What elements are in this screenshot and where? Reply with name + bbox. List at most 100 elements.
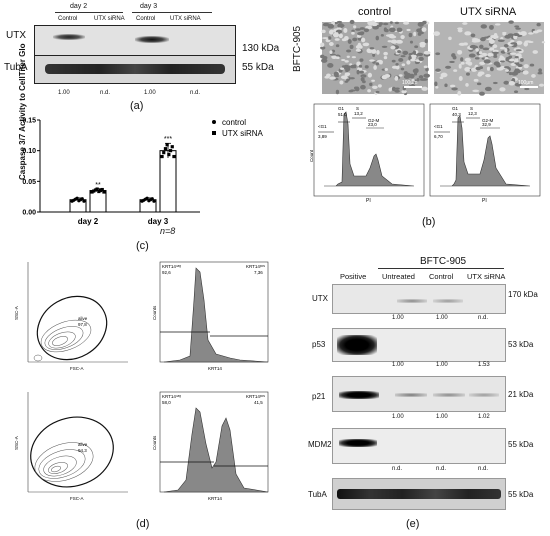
data-point bbox=[102, 190, 106, 194]
col-header: Untreated bbox=[382, 272, 415, 281]
cell bbox=[375, 90, 380, 94]
gate-value: 94,3 bbox=[78, 448, 87, 453]
lane-label: Control bbox=[58, 16, 78, 22]
krt14-histogram-bottom: KRT14ⁿᵉᵍ 58,0 KRT14ᵖᵒˢ 41,5 Counts KRT14 bbox=[152, 391, 269, 501]
cell bbox=[354, 86, 360, 92]
cell bbox=[489, 66, 494, 72]
cell bbox=[360, 76, 365, 82]
cell bbox=[497, 39, 505, 42]
cell bbox=[395, 62, 399, 66]
cell bbox=[457, 28, 463, 33]
cell bbox=[451, 53, 456, 58]
day2-label: day 2 bbox=[70, 3, 88, 10]
cell bbox=[473, 78, 479, 82]
cell bbox=[483, 36, 489, 39]
panel-label: (e) bbox=[406, 518, 420, 530]
cell bbox=[400, 34, 405, 40]
contour bbox=[43, 455, 77, 477]
axis-label-counts: Counts bbox=[152, 435, 157, 450]
cell bbox=[503, 80, 510, 85]
cell bbox=[383, 55, 388, 60]
cell bbox=[510, 42, 518, 45]
cell bbox=[410, 54, 417, 59]
cell bbox=[383, 51, 388, 56]
cell bbox=[339, 80, 344, 85]
cell bbox=[480, 24, 488, 29]
axis-label-count: Count bbox=[309, 149, 314, 162]
cell bbox=[458, 63, 462, 69]
band bbox=[53, 34, 85, 40]
cell bbox=[472, 89, 480, 93]
cell bbox=[492, 34, 497, 40]
cell bbox=[359, 27, 365, 30]
row-label: p53 bbox=[312, 340, 326, 349]
cell bbox=[344, 72, 351, 76]
cell bbox=[499, 47, 506, 50]
cell bbox=[360, 84, 366, 90]
cell bbox=[327, 62, 334, 68]
cell bbox=[340, 67, 345, 70]
cell bbox=[334, 38, 340, 41]
band bbox=[339, 391, 379, 399]
cell bbox=[508, 20, 514, 24]
y-tick-label: 0.00 bbox=[22, 210, 36, 217]
cell bbox=[457, 49, 463, 55]
cell bbox=[471, 37, 479, 41]
cell bbox=[410, 58, 416, 62]
scale-bar-label: 100μm bbox=[402, 80, 417, 86]
cell bbox=[346, 49, 352, 53]
cell bbox=[394, 21, 399, 25]
cell bbox=[416, 28, 422, 33]
cell bbox=[347, 39, 352, 44]
gate-value: 7,36 bbox=[254, 270, 263, 275]
band bbox=[397, 299, 427, 303]
cell bbox=[503, 43, 509, 48]
cell bbox=[324, 75, 330, 79]
bar bbox=[89, 190, 107, 213]
cell bbox=[369, 47, 375, 50]
blot-utx bbox=[332, 284, 506, 314]
cell bbox=[363, 28, 370, 33]
cell bbox=[453, 69, 458, 72]
cell bbox=[492, 49, 499, 53]
kda-label: 55 kDa bbox=[508, 440, 534, 449]
cell bbox=[366, 48, 373, 54]
data-point bbox=[145, 196, 149, 200]
cell bbox=[458, 76, 463, 81]
n-label: n=8 bbox=[160, 226, 176, 236]
cell bbox=[475, 48, 479, 52]
data-point bbox=[75, 196, 79, 200]
cell bbox=[479, 44, 484, 49]
cell bbox=[371, 20, 375, 25]
micrograph-control: 100μm bbox=[320, 19, 431, 96]
col-header: UTX siRNA bbox=[467, 272, 506, 281]
band bbox=[337, 335, 377, 355]
cell bbox=[331, 55, 338, 60]
cell bbox=[433, 31, 441, 36]
cell bbox=[524, 87, 530, 91]
data-point bbox=[162, 151, 166, 155]
cell bbox=[400, 55, 406, 58]
cell bbox=[471, 39, 479, 43]
cell bbox=[464, 57, 471, 62]
lane-label: Control bbox=[136, 16, 156, 22]
cell bbox=[478, 71, 485, 76]
cell bbox=[372, 61, 376, 64]
gate-value: 51,0 bbox=[338, 112, 347, 117]
contour bbox=[33, 354, 43, 362]
row-label: p21 bbox=[312, 392, 326, 401]
cell bbox=[389, 35, 397, 39]
cell bbox=[517, 63, 523, 68]
cell bbox=[355, 44, 363, 50]
cell bbox=[508, 58, 516, 62]
scale-bar-label: 100μm bbox=[518, 80, 533, 86]
kda-label: 21 kDa bbox=[508, 390, 534, 399]
gate-value: 12,3 bbox=[468, 111, 477, 116]
gate-value: 41,5 bbox=[254, 400, 263, 405]
cell bbox=[493, 81, 498, 85]
cell bbox=[391, 59, 396, 63]
row-label-utx: UTX bbox=[6, 30, 26, 41]
lane-label: UTX siRNA bbox=[94, 16, 125, 22]
contour bbox=[52, 336, 68, 346]
